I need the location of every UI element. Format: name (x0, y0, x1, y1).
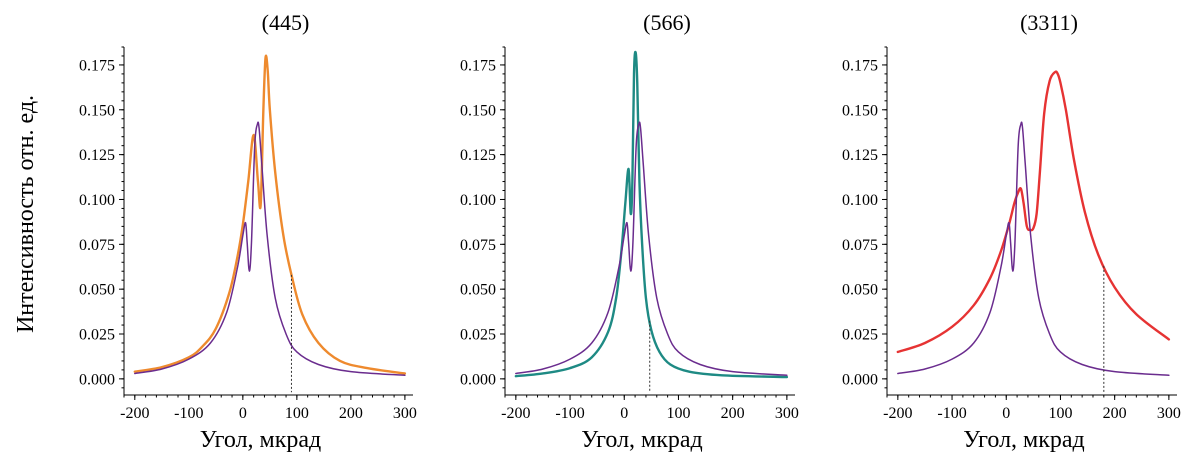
y-tick-label: 0.075 (460, 237, 496, 254)
y-tick-label: 0.025 (79, 327, 115, 344)
y-tick-label: 0.100 (842, 192, 878, 209)
x-tick-label: 100 (1048, 405, 1072, 422)
y-tick-label: 0.075 (842, 237, 878, 254)
series-line-2 (897, 121, 1170, 377)
y-tick-label: 0.050 (842, 282, 878, 299)
x-tick-label: -100 (937, 405, 966, 422)
x-tick-label: 300 (393, 405, 417, 422)
x-tick-label: 200 (1103, 405, 1127, 422)
x-tick-label: -200 (883, 405, 912, 422)
x-tick-label: 0 (239, 405, 247, 422)
x-tick-label: 0 (620, 405, 628, 422)
figure-ylabel: Интенсивность отн. ед. (13, 95, 39, 333)
chart-title: (445) (262, 10, 310, 35)
y-tick-label: 0.000 (842, 371, 878, 388)
x-axis-label: Угол, мкрад (200, 427, 322, 453)
y-tick-label: 0.175 (842, 57, 878, 74)
y-tick-label: 0.150 (842, 102, 878, 119)
x-tick-label: 0 (1002, 405, 1010, 422)
y-tick-label: 0.050 (460, 282, 496, 299)
x-tick-label: -200 (501, 405, 530, 422)
y-tick-label: 0.150 (79, 102, 115, 119)
x-tick-label: 200 (339, 405, 363, 422)
y-tick-label: 0.025 (460, 327, 496, 344)
series-line-2 (134, 121, 406, 377)
x-tick-label: -100 (555, 405, 584, 422)
x-tick-label: 200 (721, 405, 745, 422)
chart-panels: (445) 0.000 0.025 0.050 0.075 0.100 0.125 0.150… (79, 10, 1181, 453)
chart-panel-2: (566) 0.000 0.025 0.050 0.075 0.100 0.125 0.150… (460, 10, 799, 453)
series-line-1 (896, 70, 1171, 354)
x-tick-label: 100 (666, 405, 690, 422)
x-axis-label: Угол, мкрад (581, 427, 703, 453)
x-axis-label: Угол, мкрад (963, 427, 1085, 453)
x-tick-label: 100 (285, 405, 309, 422)
series-line-1 (514, 50, 789, 379)
chart-panel-1: (445) 0.000 0.025 0.050 0.075 0.100 0.125 0.150… (79, 10, 417, 453)
y-tick-label: 0.100 (460, 192, 496, 209)
y-tick-label: 0.000 (460, 371, 496, 388)
x-tick-label: 300 (775, 405, 799, 422)
y-tick-label: 0.025 (842, 327, 878, 344)
series-line-1 (133, 54, 407, 375)
x-tick-label: 300 (1157, 405, 1181, 422)
chart-title: (566) (643, 10, 691, 35)
y-tick-label: 0.125 (842, 147, 878, 164)
chart-panel-3: (3311) 0.000 0.025 0.050 0.075 0.100 0.125 0.15… (842, 10, 1181, 453)
y-tick-label: 0.100 (79, 192, 115, 209)
y-tick-label: 0.075 (79, 237, 115, 254)
chart-title: (3311) (1020, 10, 1078, 35)
y-tick-label: 0.050 (79, 282, 115, 299)
y-tick-label: 0.000 (79, 371, 115, 388)
y-tick-label: 0.175 (79, 57, 115, 74)
x-tick-label: -200 (120, 405, 149, 422)
x-tick-label: -100 (174, 405, 203, 422)
y-tick-label: 0.150 (460, 102, 496, 119)
y-tick-label: 0.125 (460, 147, 496, 164)
y-tick-label: 0.175 (460, 57, 496, 74)
series-line-2 (515, 121, 788, 377)
y-tick-label: 0.125 (79, 147, 115, 164)
